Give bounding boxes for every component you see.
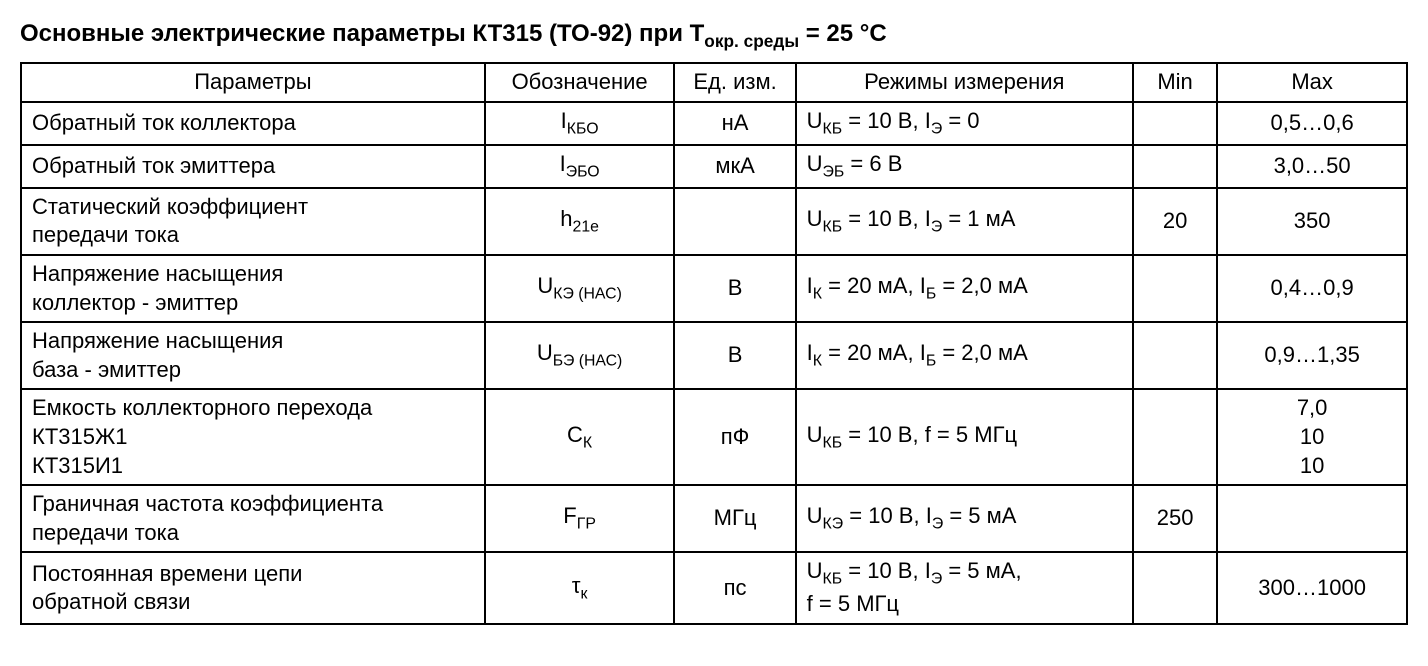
table-header-row: Параметры Обозначение Ед. изм. Режимы из… <box>21 63 1407 102</box>
table-body: Обратный ток коллектораIКБОнАUКБ = 10 В,… <box>21 102 1407 624</box>
cell-param: Напряжение насыщениябаза - эмиттер <box>21 322 485 389</box>
title-suffix: = 25 °С <box>799 20 887 47</box>
table-row: Обратный ток коллектораIКБОнАUКБ = 10 В,… <box>21 102 1407 145</box>
cell-min <box>1133 145 1217 188</box>
cell-param: Граничная частота коэффициентапередачи т… <box>21 485 485 552</box>
cell-unit: пФ <box>674 389 795 485</box>
cell-conditions: UКБ = 10 В, IЭ = 1 мА <box>796 188 1133 255</box>
table-row: Статический коэффициентпередачи токаh21е… <box>21 188 1407 255</box>
table-row: Напряжение насыщениябаза - эмиттерUБЭ (Н… <box>21 322 1407 389</box>
col-header-max: Max <box>1217 63 1407 102</box>
cell-symbol: τк <box>485 552 675 624</box>
cell-conditions: UКЭ = 10 В, IЭ = 5 мА <box>796 485 1133 552</box>
table-row: Обратный ток эмиттераIЭБОмкАUЭБ = 6 В 3,0… <box>21 145 1407 188</box>
col-header-min: Min <box>1133 63 1217 102</box>
cell-param: Постоянная времени цепиобратной связи <box>21 552 485 624</box>
cell-min <box>1133 389 1217 485</box>
cell-min <box>1133 552 1217 624</box>
cell-unit <box>674 188 795 255</box>
cell-param: Обратный ток коллектора <box>21 102 485 145</box>
cell-min: 250 <box>1133 485 1217 552</box>
cell-unit: В <box>674 255 795 322</box>
cell-max: 3,0…50 <box>1217 145 1407 188</box>
cell-conditions: UКБ = 10 В, f = 5 МГц <box>796 389 1133 485</box>
cell-unit: В <box>674 322 795 389</box>
cell-symbol: UКЭ (НАС) <box>485 255 675 322</box>
table-row: Емкость коллекторного переходаКТ315Ж1КТ3… <box>21 389 1407 485</box>
table-row: Граничная частота коэффициентапередачи т… <box>21 485 1407 552</box>
cell-conditions: UКБ = 10 В, IЭ = 5 мА,f = 5 МГц <box>796 552 1133 624</box>
cell-symbol: СК <box>485 389 675 485</box>
cell-param: Статический коэффициентпередачи тока <box>21 188 485 255</box>
cell-min <box>1133 322 1217 389</box>
cell-unit: нА <box>674 102 795 145</box>
cell-symbol: IЭБО <box>485 145 675 188</box>
page-title: Основные электрические параметры КТ315 (… <box>20 18 1408 52</box>
cell-unit: пс <box>674 552 795 624</box>
params-table: Параметры Обозначение Ед. изм. Режимы из… <box>20 62 1408 625</box>
table-row: Напряжение насыщенияколлектор - эмиттерU… <box>21 255 1407 322</box>
cell-max: 300…1000 <box>1217 552 1407 624</box>
cell-symbol: h21е <box>485 188 675 255</box>
cell-param: Емкость коллекторного переходаКТ315Ж1КТ3… <box>21 389 485 485</box>
col-header-symbol: Обозначение <box>485 63 675 102</box>
cell-symbol: FГР <box>485 485 675 552</box>
cell-min <box>1133 102 1217 145</box>
title-prefix: Основные электрические параметры КТ315 (… <box>20 20 704 47</box>
cell-unit: МГц <box>674 485 795 552</box>
cell-conditions: UКБ = 10 В, IЭ = 0 <box>796 102 1133 145</box>
cell-param: Обратный ток эмиттера <box>21 145 485 188</box>
col-header-unit: Ед. изм. <box>674 63 795 102</box>
cell-max: 350 <box>1217 188 1407 255</box>
cell-conditions: UЭБ = 6 В <box>796 145 1133 188</box>
col-header-cond: Режимы измерения <box>796 63 1133 102</box>
col-header-param: Параметры <box>21 63 485 102</box>
cell-min: 20 <box>1133 188 1217 255</box>
cell-max: 7,01010 <box>1217 389 1407 485</box>
cell-conditions: IК = 20 мА, IБ = 2,0 мА <box>796 322 1133 389</box>
cell-max: 0,5…0,6 <box>1217 102 1407 145</box>
title-sub: окр. среды <box>704 31 799 51</box>
cell-symbol: UБЭ (НАС) <box>485 322 675 389</box>
cell-unit: мкА <box>674 145 795 188</box>
cell-symbol: IКБО <box>485 102 675 145</box>
cell-conditions: IК = 20 мА, IБ = 2,0 мА <box>796 255 1133 322</box>
cell-max <box>1217 485 1407 552</box>
cell-max: 0,9…1,35 <box>1217 322 1407 389</box>
cell-min <box>1133 255 1217 322</box>
cell-param: Напряжение насыщенияколлектор - эмиттер <box>21 255 485 322</box>
cell-max: 0,4…0,9 <box>1217 255 1407 322</box>
table-row: Постоянная времени цепиобратной связиτкп… <box>21 552 1407 624</box>
